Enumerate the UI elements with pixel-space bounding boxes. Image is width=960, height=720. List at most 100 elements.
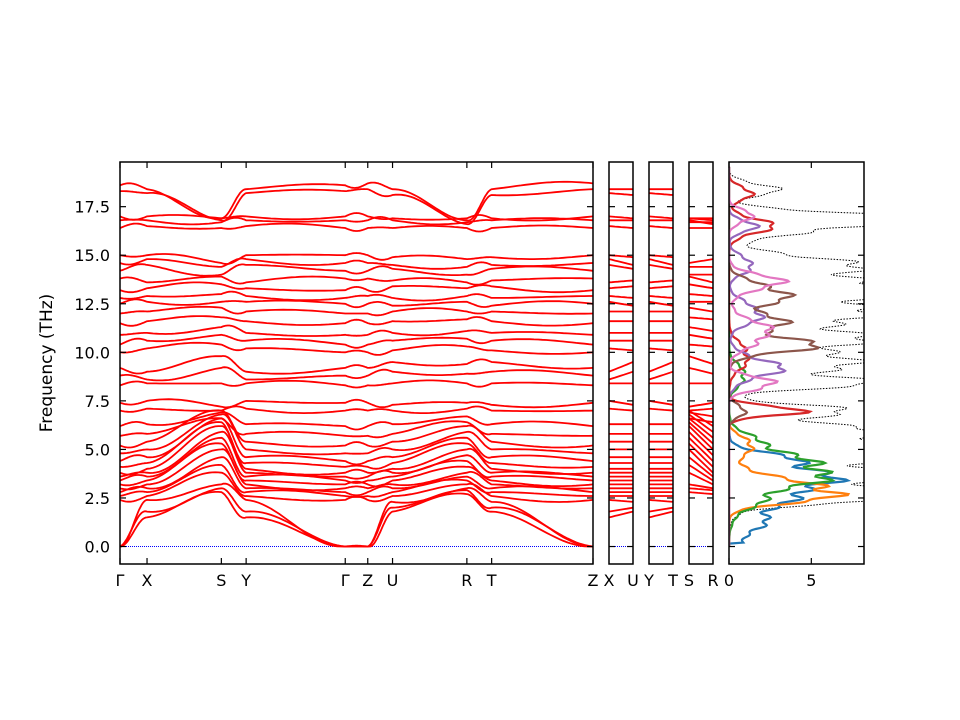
- k-point-label: T: [667, 571, 678, 590]
- y-tick-labels: 0.0 2.5 5.0 7.5 10.0 12.5 15.0 17.5: [74, 198, 110, 557]
- band-line: [689, 401, 713, 408]
- band-line: [689, 425, 713, 451]
- band-line: [689, 471, 713, 486]
- sr-panel-frame: [688, 161, 714, 565]
- band-line: [120, 188, 593, 226]
- axes-frames: [119, 161, 865, 565]
- dos-panel-frame: [728, 161, 865, 565]
- band-line: [120, 222, 593, 233]
- band-line: [689, 333, 713, 340]
- band-line: [120, 405, 593, 415]
- band-line: [649, 225, 673, 229]
- band-line: [120, 212, 593, 222]
- y-tick-label: 2.5: [85, 489, 110, 508]
- band-line: [120, 417, 593, 466]
- band-line: [120, 305, 593, 317]
- band-line: [649, 370, 673, 381]
- band-line: [689, 411, 713, 418]
- band-line: [689, 355, 713, 365]
- k-point-label: X: [604, 571, 615, 590]
- band-line: [120, 324, 593, 337]
- band-line: [689, 283, 713, 290]
- band-structure-main-panel: [120, 180, 593, 548]
- band-line: [609, 215, 633, 220]
- y-tick-label: 15.0: [74, 246, 110, 265]
- band-line: [689, 442, 713, 468]
- band-line: [689, 437, 713, 462]
- y-tick-label: 0.0: [85, 538, 110, 557]
- band-line: [649, 264, 673, 270]
- y-tick-label: 12.5: [74, 295, 110, 314]
- band-structure-xu-panel: [609, 188, 633, 548]
- band-line: [609, 300, 633, 307]
- band-line: [609, 407, 633, 412]
- band-line: [120, 263, 593, 277]
- band-line: [649, 215, 673, 220]
- band-line: [120, 275, 593, 286]
- k-point-label: Z: [362, 571, 373, 590]
- band-line: [649, 510, 673, 519]
- tick-marks: [119, 162, 864, 564]
- band-line: [649, 295, 673, 299]
- band-line: [689, 217, 713, 222]
- band-line: [689, 219, 713, 225]
- band-line: [649, 300, 673, 307]
- band-line: [689, 316, 713, 321]
- band-line: [689, 413, 713, 433]
- band-line: [649, 400, 673, 406]
- band-line: [689, 448, 713, 474]
- band-line: [609, 225, 633, 229]
- xu-panel-frame: [608, 161, 634, 565]
- band-line: [689, 491, 713, 495]
- band-line: [120, 252, 593, 265]
- band-line: [120, 379, 593, 389]
- band-line: [689, 487, 713, 492]
- partial-dos-line: [729, 166, 821, 547]
- k-point-label: S: [216, 571, 226, 590]
- band-line: [609, 506, 633, 513]
- band-line: [609, 258, 633, 266]
- band-line: [120, 180, 593, 222]
- k-point-label: Y: [240, 571, 251, 590]
- band-line: [120, 413, 593, 456]
- band-line: [609, 400, 633, 406]
- band-line: [120, 290, 593, 302]
- dos-x-tick-label: 5: [806, 571, 816, 590]
- band-line: [689, 258, 713, 264]
- band-line: [609, 510, 633, 519]
- band-line: [120, 456, 593, 497]
- main-panel-frame: [119, 161, 594, 565]
- band-line: [120, 411, 593, 431]
- y-tick-label: 5.0: [85, 440, 110, 459]
- band-line: [609, 361, 633, 373]
- band-line: [120, 398, 593, 409]
- k-point-label: U: [627, 571, 639, 590]
- band-line: [649, 506, 673, 513]
- band-line: [689, 483, 713, 490]
- band-line: [120, 355, 593, 375]
- band-line: [609, 264, 633, 270]
- band-line: [120, 436, 593, 484]
- band-line: [120, 215, 593, 226]
- k-point-label: U: [387, 571, 399, 590]
- band-line: [120, 257, 593, 270]
- band-line: [120, 341, 593, 356]
- band-line: [609, 347, 633, 352]
- k-point-label: T: [486, 571, 497, 590]
- band-line: [609, 285, 633, 290]
- band-line: [120, 448, 593, 492]
- band-line: [120, 463, 593, 498]
- band-line: [689, 421, 713, 445]
- k-point-label: Y: [643, 571, 654, 590]
- band-line: [609, 370, 633, 381]
- band-line: [649, 407, 673, 412]
- k-point-label: Γ: [341, 571, 350, 590]
- partial-dos-line: [729, 166, 852, 547]
- band-line: [649, 192, 673, 196]
- band-line: [689, 407, 713, 412]
- k-point-label: R: [461, 571, 472, 590]
- band-line: [609, 295, 633, 299]
- band-line: [689, 431, 713, 456]
